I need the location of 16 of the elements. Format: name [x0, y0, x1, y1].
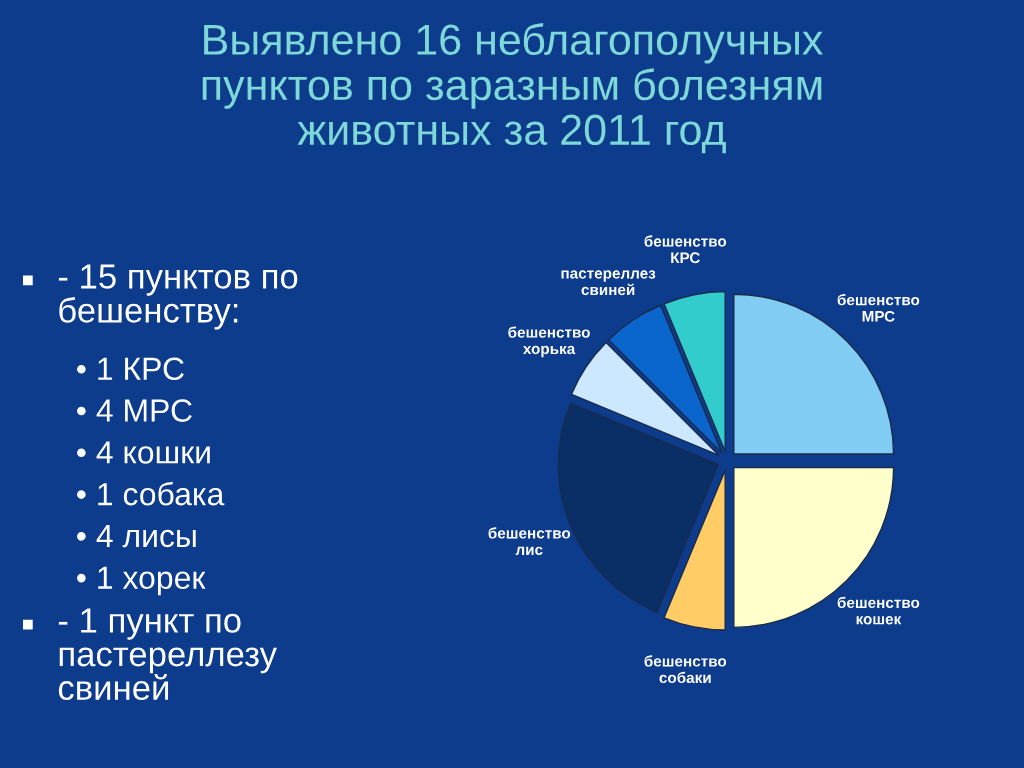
text: • 1 хорек: [77, 566, 206, 596]
slice-label: бешенство собаки: [644, 655, 727, 684]
text: • 4 МРС: [77, 399, 192, 422]
slice-label: бешенство лис: [488, 527, 571, 556]
slice-label: пастереллез свиней: [561, 270, 656, 296]
slice-label: бешенство хорька: [508, 326, 590, 358]
text: - 15 пунктов по бешенству:: [58, 264, 298, 330]
slice-label: бешенство кошек: [837, 596, 920, 625]
text: • 4 кошки: [77, 441, 210, 464]
text: - 1 пункт по пастереллезу свиней: [58, 608, 277, 701]
text: Выявлено 16 неблагополучных пунктов по заразным болезням животных за 2011 год: [202, 23, 823, 154]
slice-label: бешенство КРС: [644, 235, 727, 264]
text: • 4 лисы: [77, 524, 196, 548]
text: • 1 КРС: [77, 357, 184, 381]
slice-label: бешенство МРС: [837, 293, 920, 322]
text: • 1 собака: [77, 481, 225, 506]
